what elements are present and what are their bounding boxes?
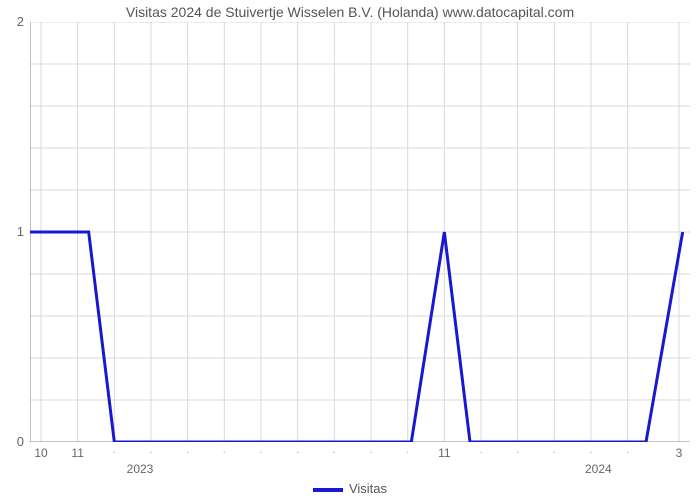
xtick-minor: . — [223, 444, 226, 456]
xtick-minor: . — [113, 444, 116, 456]
xtick-minor: . — [479, 444, 482, 456]
x-group-label: 2024 — [585, 462, 612, 476]
xtick-label: 3 — [676, 446, 683, 460]
xtick-minor: . — [296, 444, 299, 456]
legend-swatch — [313, 488, 343, 492]
x-group-label: 2023 — [127, 462, 154, 476]
xtick-minor: . — [406, 444, 409, 456]
xtick-minor: . — [626, 444, 629, 456]
xtick-minor: . — [553, 444, 556, 456]
xtick-label: 11 — [438, 446, 450, 460]
ytick-0: 0 — [4, 434, 24, 449]
xtick-label: 10 — [34, 446, 47, 460]
plot-area — [30, 22, 690, 442]
chart-container: Visitas 2024 de Stuivertje Wisselen B.V.… — [0, 0, 700, 500]
xtick-label: 11 — [71, 446, 83, 460]
ytick-1: 1 — [4, 224, 24, 239]
xtick-minor: . — [369, 444, 372, 456]
chart-title: Visitas 2024 de Stuivertje Wisselen B.V.… — [0, 4, 700, 20]
ytick-2: 2 — [4, 14, 24, 29]
xtick-minor: . — [259, 444, 262, 456]
legend: Visitas — [0, 481, 700, 496]
xtick-minor: . — [516, 444, 519, 456]
chart-svg — [30, 22, 690, 442]
xtick-minor: . — [589, 444, 592, 456]
xtick-minor: . — [149, 444, 152, 456]
xtick-minor: . — [186, 444, 189, 456]
legend-label: Visitas — [349, 481, 387, 496]
xtick-minor: . — [333, 444, 336, 456]
